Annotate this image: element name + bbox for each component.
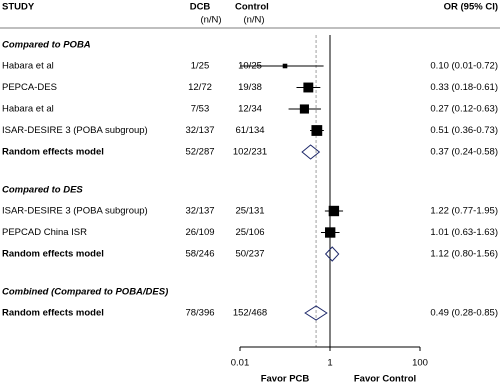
favor-left: Favor PCB: [261, 374, 310, 384]
group-title: Compared to POBA: [2, 40, 91, 51]
column-subheader: (n/N): [243, 15, 264, 26]
control-count: 61/134: [235, 125, 264, 136]
dcb-count: 12/72: [188, 82, 212, 93]
study-square: [299, 104, 309, 114]
dcb-count: 52/287: [185, 147, 214, 158]
column-header: STUDY: [2, 2, 35, 13]
control-count: 152/468: [233, 308, 267, 319]
pooled-label: Random effects model: [2, 249, 104, 260]
dcb-count: 26/109: [185, 227, 214, 238]
study-square: [328, 205, 340, 217]
group-title: Combined (Compared to POBA/DES): [2, 287, 168, 298]
control-count: 25/131: [235, 206, 264, 217]
study-square: [303, 82, 314, 93]
dcb-count: 78/396: [185, 308, 214, 319]
group-title: Compared to DES: [2, 185, 83, 196]
study-label: ISAR-DESIRE 3 (POBA subgroup): [2, 206, 148, 217]
study-square: [282, 63, 288, 69]
favor-right: Favor Control: [354, 374, 416, 384]
pooled-label: Random effects model: [2, 308, 104, 319]
dcb-count: 58/246: [185, 249, 214, 260]
study-square: [311, 125, 323, 136]
or-label: 1.12 (0.80-1.56): [430, 249, 498, 260]
or-label: 0.37 (0.24-0.58): [430, 147, 498, 158]
or-label: 0.49 (0.28-0.85): [430, 308, 498, 319]
or-label: 0.51 (0.36-0.73): [430, 125, 498, 136]
dcb-count: 7/53: [191, 104, 210, 115]
or-label: 0.10 (0.01-0.72): [430, 61, 498, 72]
pooled-diamond: [324, 246, 340, 262]
control-count: 50/237: [235, 249, 264, 260]
pooled-diamond: [304, 305, 328, 321]
control-count: 19/38: [238, 82, 262, 93]
study-label: ISAR-DESIRE 3 (POBA subgroup): [2, 125, 148, 136]
control-count: 25/106: [235, 227, 264, 238]
x-tick-label: 0.01: [231, 358, 250, 369]
or-label: 1.22 (0.77-1.95): [430, 206, 498, 217]
dcb-count: 32/137: [185, 125, 214, 136]
column-header: Control: [235, 2, 269, 13]
or-label: 0.27 (0.12-0.63): [430, 104, 498, 115]
study-label: PEPCA-DES: [2, 82, 57, 93]
pooled-diamond: [301, 144, 321, 160]
study-label: Habara et al: [2, 104, 54, 115]
study-label: Habara et al: [2, 61, 54, 72]
column-header: DCB: [190, 2, 211, 13]
study-square: [325, 227, 336, 238]
column-subheader: (n/N): [200, 15, 221, 26]
study-label: PEPCAD China ISR: [2, 227, 87, 238]
pooled-label: Random effects model: [2, 147, 104, 158]
column-header: OR (95% CI): [444, 2, 498, 13]
x-tick-label: 100: [412, 358, 428, 369]
dcb-count: 32/137: [185, 206, 214, 217]
control-count: 102/231: [233, 147, 267, 158]
dcb-count: 1/25: [191, 61, 210, 72]
x-tick-label: 1: [327, 358, 332, 369]
control-count: 12/34: [238, 104, 262, 115]
or-label: 0.33 (0.18-0.61): [430, 82, 498, 93]
or-label: 1.01 (0.63-1.63): [430, 227, 498, 238]
